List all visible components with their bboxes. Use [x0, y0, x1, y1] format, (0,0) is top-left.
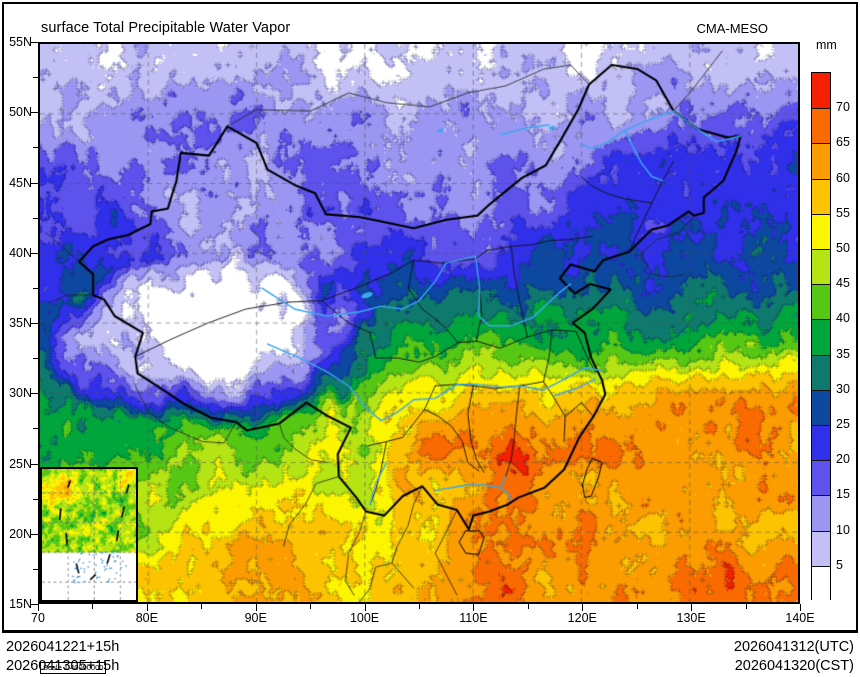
chart-title: surface Total Precipitable Water Vapor	[41, 20, 291, 36]
model-label: CMA-MESO	[696, 21, 769, 36]
inset-scale-note: Scale 1:40000000	[40, 662, 107, 674]
footer-left: 2026041221+15h 2026041305+15h	[6, 638, 119, 676]
lat-tick-label-55N: 55N	[9, 35, 32, 49]
map-contour-field	[40, 44, 798, 602]
lon-tick-minor	[745, 604, 747, 609]
lon-tick-label-120E: 120E	[567, 611, 597, 625]
colorbar-tick-70: 70	[836, 100, 850, 115]
lat-tick-label-30N: 30N	[9, 386, 32, 401]
lat-tick-25N	[31, 463, 38, 465]
colorbar-tick-40: 40	[836, 311, 850, 326]
footer-init-time: 2026041221+15h	[6, 639, 120, 655]
lon-tick-minor	[310, 604, 312, 609]
lon-tick-label-140E: 140E	[785, 611, 815, 625]
colorbar-tick-5: 5	[836, 557, 843, 572]
outer-border-bottom	[2, 630, 858, 633]
colorbar-tick-30: 30	[836, 381, 850, 396]
lon-tick-100E	[364, 604, 366, 611]
lat-tick-minor	[33, 498, 38, 500]
lat-tick-minor	[33, 147, 38, 149]
colorbar-band-14	[812, 565, 830, 601]
inset-map-south-china-sea	[40, 467, 138, 602]
colorbar-tick-45: 45	[836, 276, 850, 291]
lon-tick-120E	[582, 604, 584, 611]
colorbar-band-13	[812, 530, 830, 566]
lon-tick-label-100E: 100E	[349, 611, 380, 625]
lat-tick-minor	[33, 568, 38, 570]
lat-tick-35N	[31, 323, 38, 324]
lat-tick-label-25N: 25N	[9, 456, 32, 471]
lat-tick-minor	[33, 77, 38, 79]
colorbar-band-12	[812, 495, 830, 531]
lon-tick-140E	[800, 604, 801, 611]
footer-valid-cst: 2026041320(CST)	[734, 658, 854, 674]
footer-valid-utc: 2026041312(UTC)	[733, 639, 854, 655]
colorbar-band-10	[812, 425, 830, 461]
outer-border-right	[856, 2, 858, 632]
colorbar-band-6	[812, 284, 830, 320]
lat-tick-minor	[33, 217, 38, 219]
colorbar-band-9	[812, 389, 830, 425]
colorbar-tick-10: 10	[836, 522, 850, 537]
lon-tick-90E	[255, 604, 257, 611]
colorbar-unit-label: mm	[816, 38, 837, 52]
colorbar-band-0	[812, 73, 830, 109]
colorbar	[811, 72, 831, 601]
colorbar-tick-60: 60	[836, 170, 850, 185]
colorbar-band-5	[812, 249, 830, 285]
colorbar-tick-65: 65	[836, 135, 850, 150]
colorbar-tick-15: 15	[836, 487, 850, 502]
lon-tick-label-110E: 110E	[459, 611, 488, 625]
lon-tick-minor	[636, 604, 638, 609]
lon-tick-label-80E: 80E	[135, 611, 158, 625]
lat-tick-label-15N: 15N	[9, 597, 32, 611]
lat-tick-20N	[31, 533, 38, 535]
colorbar-tick-35: 35	[836, 346, 850, 361]
footer-right: 2026041312(UTC) 2026041320(CST)	[734, 638, 854, 676]
lat-tick-label-50N: 50N	[9, 105, 32, 120]
colorbar-band-3	[812, 178, 830, 214]
colorbar-band-7	[812, 319, 830, 355]
lon-tick-minor	[92, 604, 94, 609]
lat-tick-15N	[31, 604, 38, 605]
colorbar-band-1	[812, 108, 830, 144]
colorbar-tick-55: 55	[836, 205, 850, 220]
lat-tick-45N	[31, 182, 38, 184]
outer-border-top	[2, 2, 858, 4]
lon-tick-70	[38, 604, 39, 611]
colorbar-band-8	[812, 354, 830, 390]
outer-border-left	[2, 2, 4, 632]
lon-tick-minor	[527, 604, 529, 609]
lat-tick-label-35N: 35N	[9, 316, 32, 330]
lat-tick-label-20N: 20N	[9, 526, 32, 541]
lon-tick-label-70: 70	[31, 611, 45, 625]
colorbar-band-2	[812, 143, 830, 179]
lat-tick-minor	[33, 358, 38, 360]
lat-tick-label-40N: 40N	[9, 245, 32, 260]
lon-tick-110E	[473, 604, 475, 611]
map-plot-area: Scale 1:20000000 No:GS (2019) 1786	[38, 42, 800, 604]
colorbar-tick-50: 50	[836, 241, 850, 255]
lon-tick-minor	[201, 604, 203, 609]
lon-tick-minor	[419, 604, 420, 609]
lat-tick-50N	[31, 112, 38, 114]
colorbar-tick-20: 20	[836, 452, 850, 467]
lat-tick-55N	[31, 42, 38, 43]
lat-tick-label-45N: 45N	[9, 175, 32, 190]
lat-tick-minor	[33, 428, 38, 430]
colorbar-band-4	[812, 213, 830, 249]
lat-tick-minor	[33, 287, 38, 289]
lon-tick-label-130E: 130E	[676, 611, 706, 625]
lon-tick-80E	[146, 604, 148, 611]
lon-tick-130E	[691, 604, 693, 611]
lon-tick-label-90E: 90E	[244, 611, 267, 625]
colorbar-tick-25: 25	[836, 417, 850, 431]
lat-tick-40N	[31, 252, 38, 254]
footer-init-time-local: 2026041305+15h	[6, 658, 120, 674]
lat-tick-30N	[31, 393, 38, 395]
colorbar-band-11	[812, 460, 830, 496]
inset-map-field	[42, 469, 136, 600]
